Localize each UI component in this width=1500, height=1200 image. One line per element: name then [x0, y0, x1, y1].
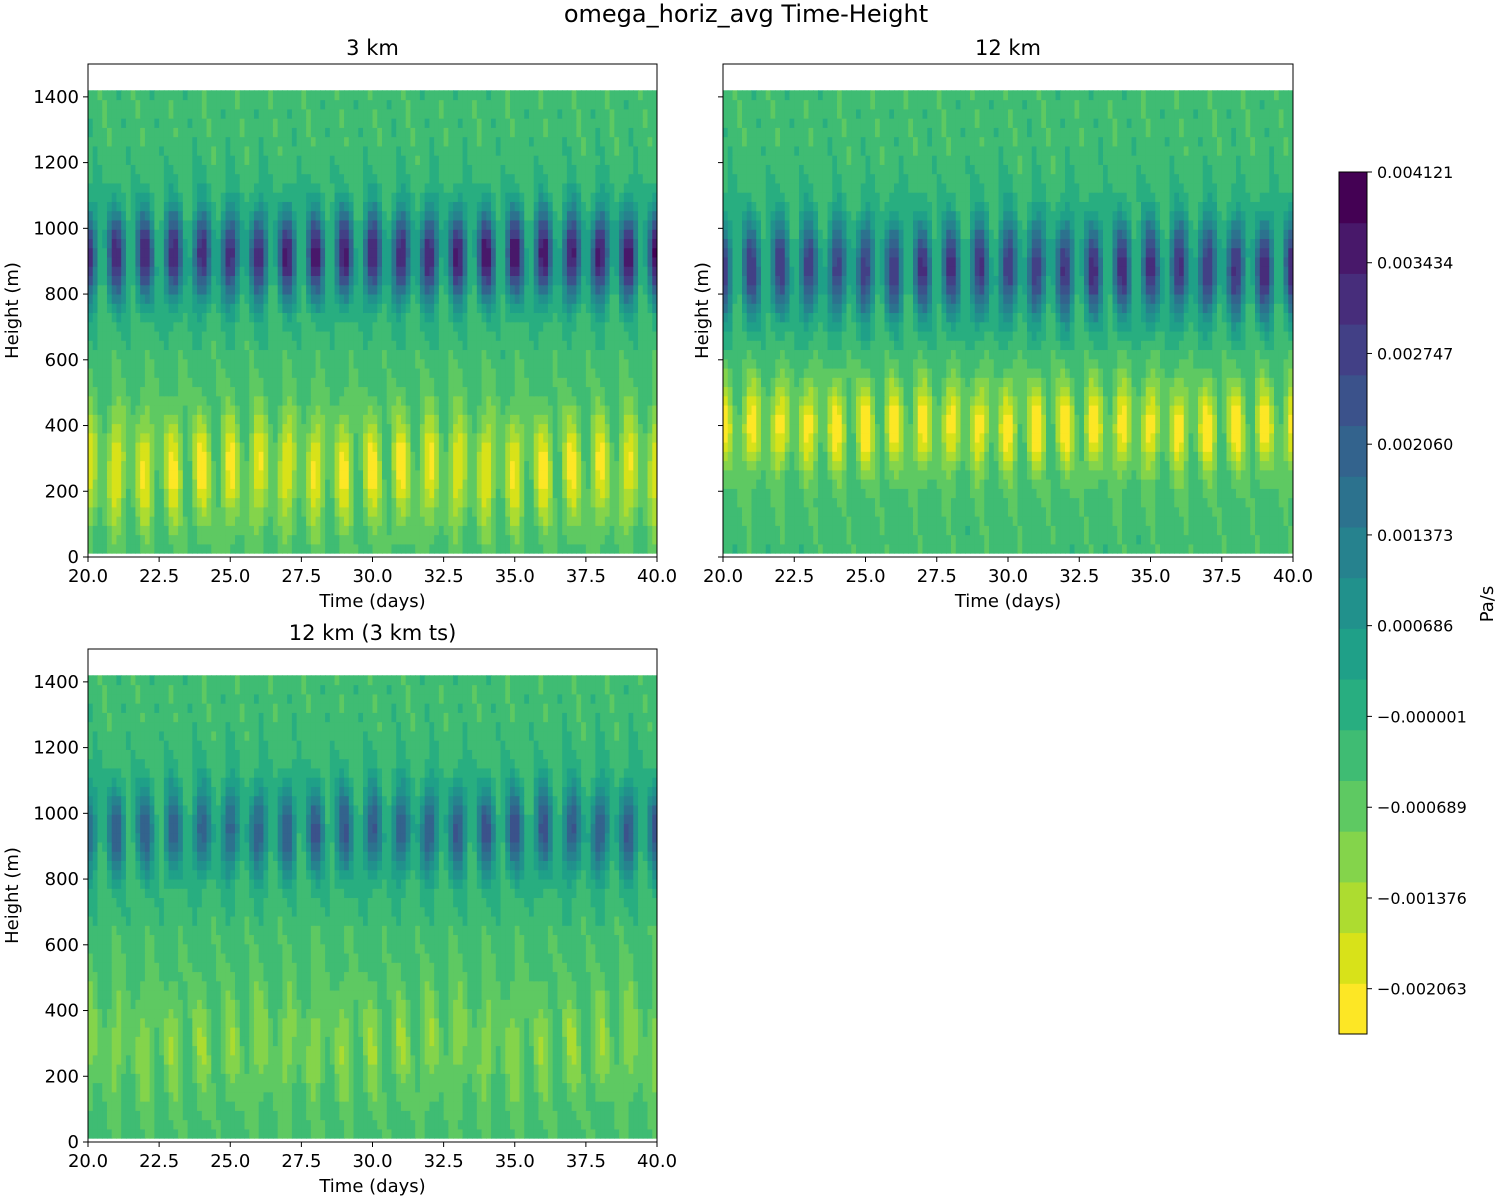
x-tick-label: 37.5	[566, 1151, 606, 1172]
x-axis-label: Time (days)	[318, 1176, 425, 1197]
x-tick-label: 40.0	[637, 566, 677, 587]
y-tick-label: 600	[45, 935, 79, 956]
panel-title: 3 km	[346, 36, 399, 60]
x-tick-label: 30.0	[352, 566, 392, 587]
heatmap-field	[723, 90, 1293, 554]
colorbar-level	[1339, 932, 1367, 984]
x-tick-label: 27.5	[917, 566, 957, 587]
figure-title: omega_horiz_avg Time-Height	[564, 0, 928, 28]
colorbar-level	[1339, 425, 1367, 477]
x-axis-label: Time (days)	[954, 591, 1061, 612]
colorbar-label: Pa/s	[1477, 586, 1498, 623]
colorbar-tick-label: 0.002747	[1377, 344, 1453, 363]
panel-title: 12 km	[975, 36, 1041, 60]
y-axis-label: Height (m)	[692, 262, 713, 359]
x-tick-label: 20.0	[68, 566, 108, 587]
colorbar-tick-label: −0.000001	[1377, 707, 1467, 726]
colorbar-tick-label: 0.000686	[1377, 617, 1453, 636]
colorbar-level	[1339, 729, 1367, 781]
y-tick-label: 1200	[33, 738, 79, 759]
colorbar-level	[1339, 679, 1367, 731]
colorbar-frame	[1338, 171, 1368, 1035]
y-tick-label: 800	[45, 284, 79, 305]
x-tick-label: 35.0	[495, 1151, 535, 1172]
colorbar-level	[1339, 780, 1367, 832]
y-tick-label: 200	[45, 481, 79, 502]
x-tick-label: 22.5	[139, 1151, 179, 1172]
colorbar: 0.004121 0.003434 0.002747 0.002060 0.001373…	[1338, 163, 1498, 1035]
x-tick-label: 40.0	[637, 1151, 677, 1172]
colorbar-level	[1339, 273, 1367, 325]
y-tick-label: 1000	[33, 803, 79, 824]
colorbar-tick-label: 0.001373	[1377, 526, 1453, 545]
y-tick-label: 0	[68, 1132, 79, 1153]
colorbar-level	[1339, 577, 1367, 629]
heatmap-field	[88, 675, 657, 1139]
colorbar-tick-label: 0.002060	[1377, 435, 1453, 454]
y-axis-label: Height (m)	[2, 262, 23, 359]
x-tick-label: 25.0	[210, 1151, 250, 1172]
colorbar-tick-label: −0.001376	[1377, 889, 1467, 908]
x-tick-label: 27.5	[281, 1151, 321, 1172]
x-tick-label: 25.0	[210, 566, 250, 587]
colorbar-tick-label: 0.003434	[1377, 254, 1453, 273]
colorbar-level	[1339, 831, 1367, 883]
colorbar-tick-label: −0.002063	[1377, 980, 1467, 999]
y-tick-label: 1400	[33, 87, 79, 108]
x-tick-label: 37.5	[566, 566, 606, 587]
y-tick-label: 600	[45, 350, 79, 371]
panel-2: 20.0 22.5 25.0 27.5 30.0 32.5 35.0 37.5 40.0 12 k…	[692, 36, 1313, 612]
x-tick-label: 22.5	[139, 566, 179, 587]
x-tick-label: 32.5	[424, 1151, 464, 1172]
panel-3: 20.0 22.5 25.0 27.5 30.0 32.5 35.0 37.5 40.0 0 200…	[2, 621, 677, 1197]
y-tick-label: 1000	[33, 218, 79, 239]
colorbar-level	[1339, 476, 1367, 528]
y-tick-label: 400	[45, 1001, 79, 1022]
x-tick-label: 40.0	[1273, 566, 1313, 587]
colorbar-level	[1339, 881, 1367, 934]
colorbar-level	[1339, 526, 1367, 579]
colorbar-level	[1339, 374, 1367, 427]
x-tick-label: 30.0	[352, 1151, 392, 1172]
x-tick-label: 20.0	[68, 1151, 108, 1172]
y-axis-label: Height (m)	[2, 847, 23, 944]
y-tick-label: 1400	[33, 672, 79, 693]
colorbar-level	[1339, 324, 1367, 376]
colorbar-level	[1339, 983, 1367, 1035]
colorbar-level	[1339, 172, 1367, 224]
panel-title: 12 km (3 km ts)	[289, 621, 457, 645]
colorbar-level	[1339, 222, 1367, 274]
x-tick-label: 32.5	[1059, 566, 1099, 587]
panels: 20.0 22.5 25.0 27.5 30.0 32.5 35.0 37.5 40.0 0 200…	[2, 36, 1313, 1197]
y-tick-label: 800	[45, 869, 79, 890]
y-tick-label: 200	[45, 1066, 79, 1087]
x-tick-label: 20.0	[703, 566, 743, 587]
x-tick-label: 30.0	[988, 566, 1028, 587]
x-tick-label: 32.5	[424, 566, 464, 587]
y-tick-label: 400	[45, 416, 79, 437]
x-tick-label: 22.5	[774, 566, 814, 587]
x-tick-label: 35.0	[1130, 566, 1170, 587]
x-tick-label: 27.5	[281, 566, 321, 587]
panel-1: 20.0 22.5 25.0 27.5 30.0 32.5 35.0 37.5 40.0 0 200…	[2, 36, 677, 612]
colorbar-level	[1339, 628, 1367, 680]
x-axis-label: Time (days)	[318, 591, 425, 612]
x-tick-label: 35.0	[495, 566, 535, 587]
y-tick-label: 0	[68, 547, 79, 568]
x-tick-label: 25.0	[845, 566, 885, 587]
colorbar-tick-label: −0.000689	[1377, 798, 1467, 817]
colorbar-tick-label: 0.004121	[1377, 163, 1453, 182]
x-tick-label: 37.5	[1202, 566, 1242, 587]
heatmap-field	[88, 90, 657, 554]
y-tick-label: 1200	[33, 153, 79, 174]
